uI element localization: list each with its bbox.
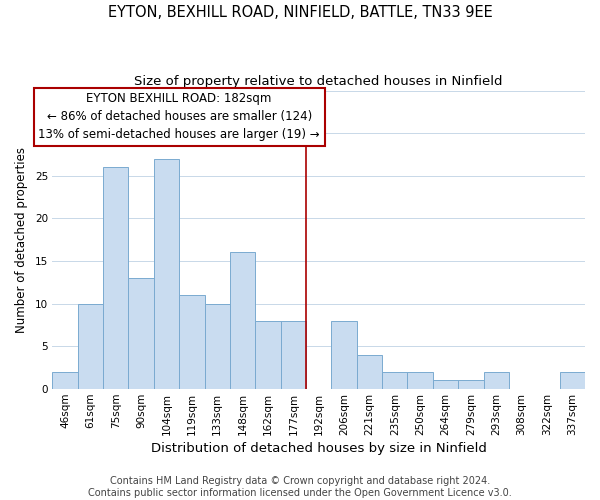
Bar	[407, 372, 433, 389]
Bar	[382, 372, 407, 389]
Bar	[281, 320, 306, 389]
Bar	[331, 320, 357, 389]
Text: EYTON BEXHILL ROAD: 182sqm
← 86% of detached houses are smaller (124)
13% of sem: EYTON BEXHILL ROAD: 182sqm ← 86% of deta…	[38, 92, 320, 142]
Y-axis label: Number of detached properties: Number of detached properties	[15, 146, 28, 332]
Bar	[179, 295, 205, 389]
Bar	[205, 304, 230, 389]
Bar	[128, 278, 154, 389]
Title: Size of property relative to detached houses in Ninfield: Size of property relative to detached ho…	[134, 75, 503, 88]
Bar	[230, 252, 255, 389]
Text: EYTON, BEXHILL ROAD, NINFIELD, BATTLE, TN33 9EE: EYTON, BEXHILL ROAD, NINFIELD, BATTLE, T…	[107, 5, 493, 20]
Bar	[484, 372, 509, 389]
Bar	[255, 320, 281, 389]
Bar	[458, 380, 484, 389]
Bar	[78, 304, 103, 389]
Bar	[154, 158, 179, 389]
Text: Contains HM Land Registry data © Crown copyright and database right 2024.
Contai: Contains HM Land Registry data © Crown c…	[88, 476, 512, 498]
Bar	[52, 372, 78, 389]
X-axis label: Distribution of detached houses by size in Ninfield: Distribution of detached houses by size …	[151, 442, 487, 455]
Bar	[560, 372, 585, 389]
Bar	[433, 380, 458, 389]
Bar	[103, 167, 128, 389]
Bar	[357, 354, 382, 389]
